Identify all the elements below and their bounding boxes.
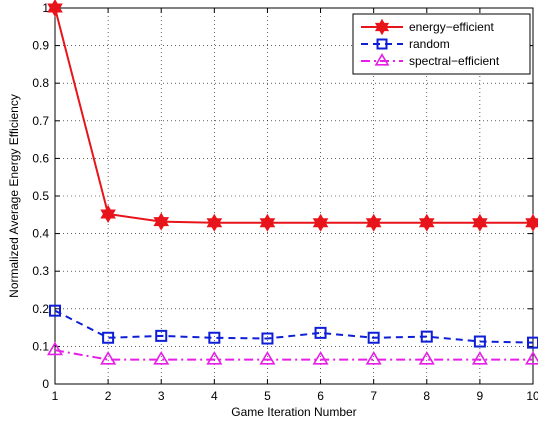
data-point-marker <box>259 218 276 232</box>
series-0 <box>47 0 538 232</box>
legend: energy−efficient random spectral−efficient <box>352 13 531 75</box>
data-point-marker <box>525 218 538 232</box>
x-tick-label: 10 <box>526 389 538 403</box>
data-point-marker <box>374 53 390 66</box>
data-point-marker <box>100 351 117 365</box>
data-point-marker <box>47 341 63 356</box>
x-tick-label: 1 <box>52 389 59 403</box>
y-tick-label: 1 <box>42 1 49 15</box>
series-line <box>54 349 533 361</box>
data-point-marker <box>376 38 388 50</box>
data-point-marker <box>527 336 538 349</box>
x-tick-label: 8 <box>423 389 430 403</box>
data-point-marker <box>153 351 170 365</box>
y-tick-label: 0.4 <box>32 227 49 241</box>
y-tick-label: 0.2 <box>32 302 49 316</box>
data-point-marker <box>367 331 380 344</box>
legend-label: energy−efficient <box>409 20 495 34</box>
data-point-marker <box>155 329 168 342</box>
grid <box>55 8 533 384</box>
data-point-marker <box>420 330 433 343</box>
data-point-marker <box>49 304 61 317</box>
x-tick-label: 3 <box>158 389 165 403</box>
data-point-marker <box>100 209 116 224</box>
data-point-marker <box>206 351 223 365</box>
data-point-marker <box>472 218 488 232</box>
x-tick-label: 9 <box>477 389 484 403</box>
data-point-marker <box>525 351 538 365</box>
y-tick-label: 0.6 <box>32 151 49 165</box>
data-point-marker <box>206 218 223 232</box>
y-tick-label: 0.5 <box>32 189 49 203</box>
x-axis-label: Game Iteration Number <box>231 405 356 419</box>
data-point-marker <box>374 22 390 36</box>
y-tick-label: 0.7 <box>32 114 49 128</box>
series-2 <box>47 341 538 365</box>
data-point-marker <box>102 331 115 344</box>
data-point-marker <box>259 351 276 365</box>
y-axis-label: Normalized Average Energy Efficiency <box>7 94 21 298</box>
data-point-marker <box>208 331 221 344</box>
data-point-marker <box>471 351 488 365</box>
y-tick-label: 0.1 <box>32 339 49 353</box>
data-point-marker <box>473 335 486 348</box>
x-tick-label: 7 <box>370 389 377 403</box>
series-line <box>54 309 534 344</box>
x-tick-label: 6 <box>317 389 324 403</box>
y-tick-label: 0.3 <box>32 264 49 278</box>
y-axis: 0 0.1 0.2 0.3 0.4 0.5 0.6 0.7 0.8 0.9 1 <box>32 1 533 391</box>
y-tick-label: 0 <box>42 377 49 391</box>
data-point-marker <box>153 217 170 231</box>
data-point-marker <box>312 218 329 232</box>
x-axis: 1 2 3 4 5 6 7 8 9 10 <box>52 8 538 403</box>
data-point-marker <box>47 3 63 18</box>
x-tick-label: 5 <box>264 389 271 403</box>
y-tick-label: 0.9 <box>32 39 49 53</box>
data-point-marker <box>365 351 382 365</box>
data-point-marker <box>312 351 329 365</box>
data-point-marker <box>365 218 382 232</box>
legend-label: spectral−efficient <box>409 54 500 68</box>
series-group <box>47 0 538 365</box>
y-tick-label: 0.8 <box>32 76 49 90</box>
data-point-marker <box>418 351 435 365</box>
x-tick-label: 2 <box>105 389 112 403</box>
legend-label: random <box>409 37 450 51</box>
x-tick-label: 4 <box>211 389 218 403</box>
data-point-marker <box>418 218 435 232</box>
data-point-marker <box>314 326 327 339</box>
series-line <box>54 7 533 224</box>
data-point-marker <box>261 332 274 345</box>
series-1 <box>49 304 538 349</box>
